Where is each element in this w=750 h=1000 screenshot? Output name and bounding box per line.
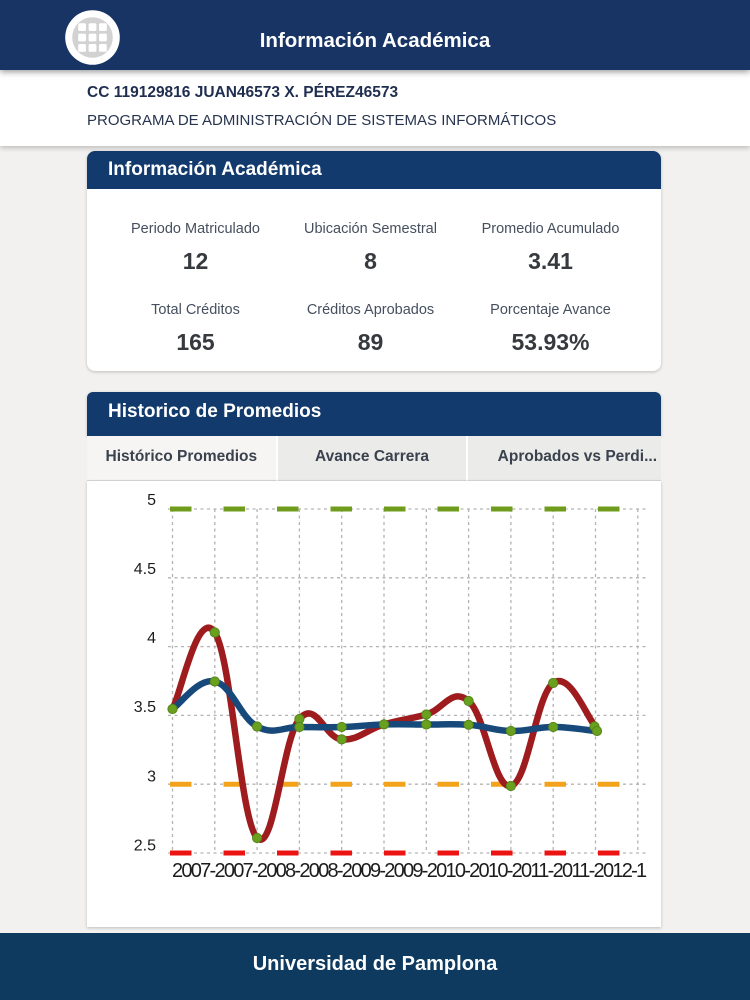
svg-text:3.5: 3.5: [134, 699, 156, 716]
svg-text:4: 4: [147, 630, 156, 647]
svg-text:3: 3: [147, 769, 156, 786]
svg-text:5: 5: [147, 492, 156, 509]
svg-text:2.5: 2.5: [134, 838, 156, 855]
svg-text:4.5: 4.5: [134, 561, 156, 578]
svg-text:2007-2007-2008-2008-2009-2009-: 2007-2007-2008-2008-2009-2009-2010-2010-…: [172, 860, 647, 882]
